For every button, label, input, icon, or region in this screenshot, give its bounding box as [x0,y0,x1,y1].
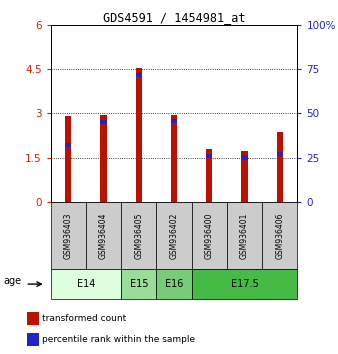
Bar [136,68,142,202]
Text: GSM936404: GSM936404 [99,212,108,259]
Bar [206,154,213,158]
FancyBboxPatch shape [156,269,192,299]
Text: percentile rank within the sample: percentile rank within the sample [42,335,195,344]
FancyBboxPatch shape [51,269,121,299]
Bar [276,132,283,202]
Bar [171,115,177,202]
Text: E16: E16 [165,279,183,289]
Text: GSM936405: GSM936405 [134,212,143,259]
Bar [27,333,39,346]
Bar [100,120,107,124]
Text: GSM936403: GSM936403 [64,212,73,259]
Text: transformed count: transformed count [42,314,126,323]
FancyBboxPatch shape [227,202,262,269]
FancyBboxPatch shape [262,202,297,269]
Bar [241,151,248,202]
Text: GSM936406: GSM936406 [275,212,284,259]
FancyBboxPatch shape [51,202,86,269]
Bar [65,116,72,202]
Text: GSM936400: GSM936400 [205,212,214,259]
Text: GSM936402: GSM936402 [170,212,178,259]
Text: E14: E14 [77,279,95,289]
Bar [171,119,177,123]
Bar [276,152,283,156]
FancyBboxPatch shape [121,202,156,269]
Bar [27,312,39,325]
Bar [100,115,107,202]
Text: age: age [3,275,22,286]
Bar [65,143,72,147]
FancyBboxPatch shape [156,202,192,269]
Text: E17.5: E17.5 [231,279,259,289]
Bar [241,155,248,160]
FancyBboxPatch shape [192,202,227,269]
Title: GDS4591 / 1454981_at: GDS4591 / 1454981_at [103,11,245,24]
Bar [206,149,213,202]
Text: E15: E15 [129,279,148,289]
FancyBboxPatch shape [192,269,297,299]
FancyBboxPatch shape [86,202,121,269]
FancyBboxPatch shape [121,269,156,299]
Bar [136,73,142,77]
Text: GSM936401: GSM936401 [240,212,249,259]
